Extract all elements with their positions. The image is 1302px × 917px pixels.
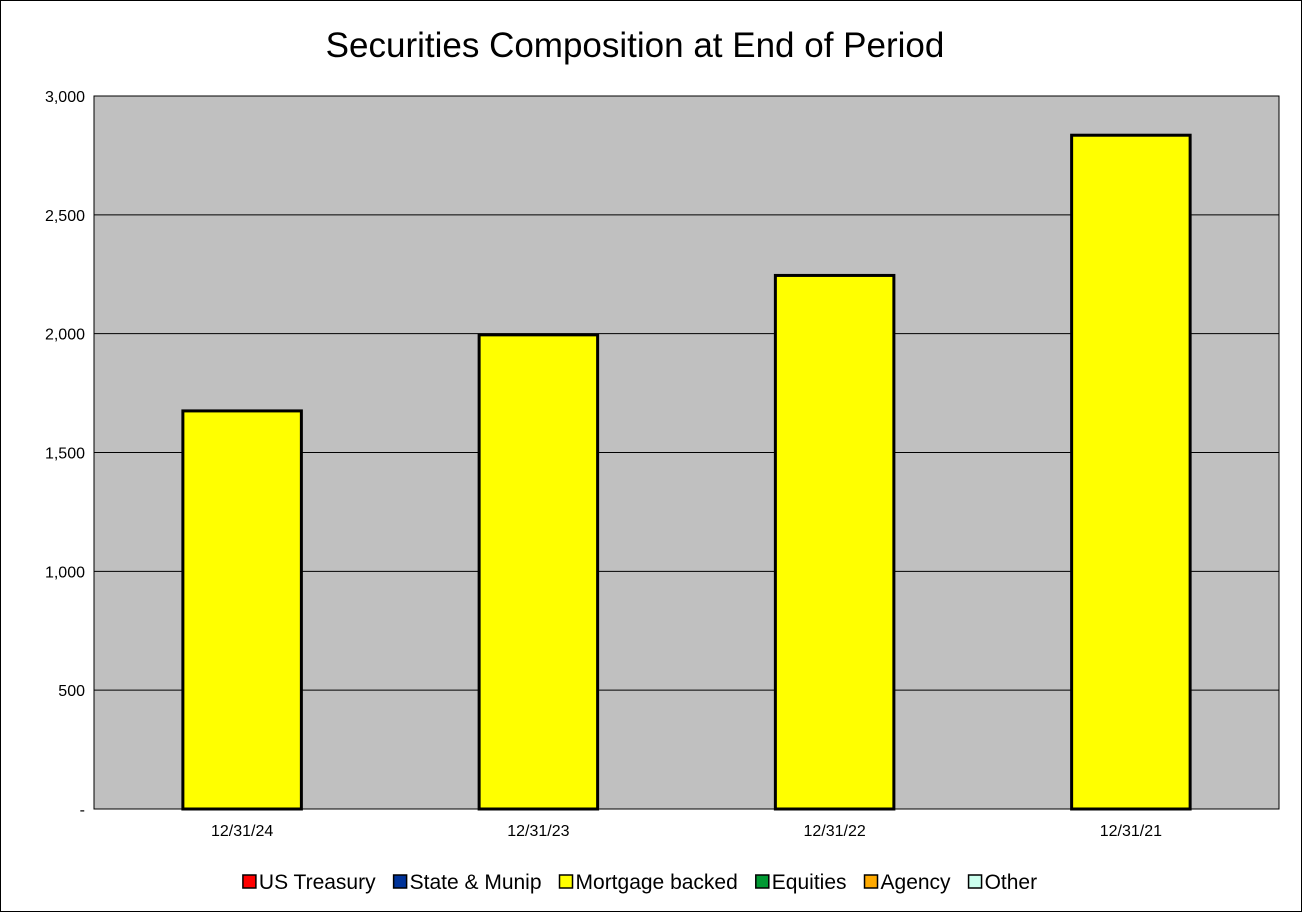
- y-tick-label: 500: [58, 683, 85, 700]
- legend-label: Equities: [772, 871, 847, 894]
- legend-label: State & Munip: [410, 871, 542, 894]
- legend-label: Mortgage backed: [576, 871, 738, 894]
- x-tick-label: 12/31/22: [803, 823, 865, 840]
- legend-label: Agency: [881, 871, 952, 894]
- legend-swatch: [967, 874, 983, 889]
- plot-border: [93, 95, 1280, 810]
- legend-swatch: [558, 874, 574, 889]
- legend-label: US Treasury: [259, 871, 376, 894]
- y-tick-label: 2,000: [45, 327, 85, 344]
- bar: [1070, 133, 1192, 811]
- bar: [181, 409, 303, 811]
- y-tick-label: 1,500: [45, 446, 85, 463]
- x-tick-label: 12/31/21: [1100, 823, 1162, 840]
- y-tick-label: -: [80, 802, 85, 819]
- chart-title: Securities Composition at End of Period: [326, 26, 945, 65]
- bar: [773, 273, 896, 811]
- legend-swatch: [242, 874, 257, 889]
- legend-label: Other: [985, 871, 1038, 894]
- legend: US Treasury State & Munip Mortgage backed E…: [242, 871, 1038, 894]
- x-tick-label: 12/31/23: [507, 823, 569, 840]
- y-tick-label: 1,000: [45, 564, 85, 581]
- bar: [477, 333, 600, 811]
- y-tick-label: 3,000: [45, 89, 85, 106]
- legend-swatch: [392, 874, 408, 889]
- x-tick-label: 12/31/24: [211, 823, 273, 840]
- legend-swatch: [863, 874, 879, 889]
- y-tick-label: 2,500: [45, 208, 85, 225]
- legend-swatch: [755, 874, 770, 889]
